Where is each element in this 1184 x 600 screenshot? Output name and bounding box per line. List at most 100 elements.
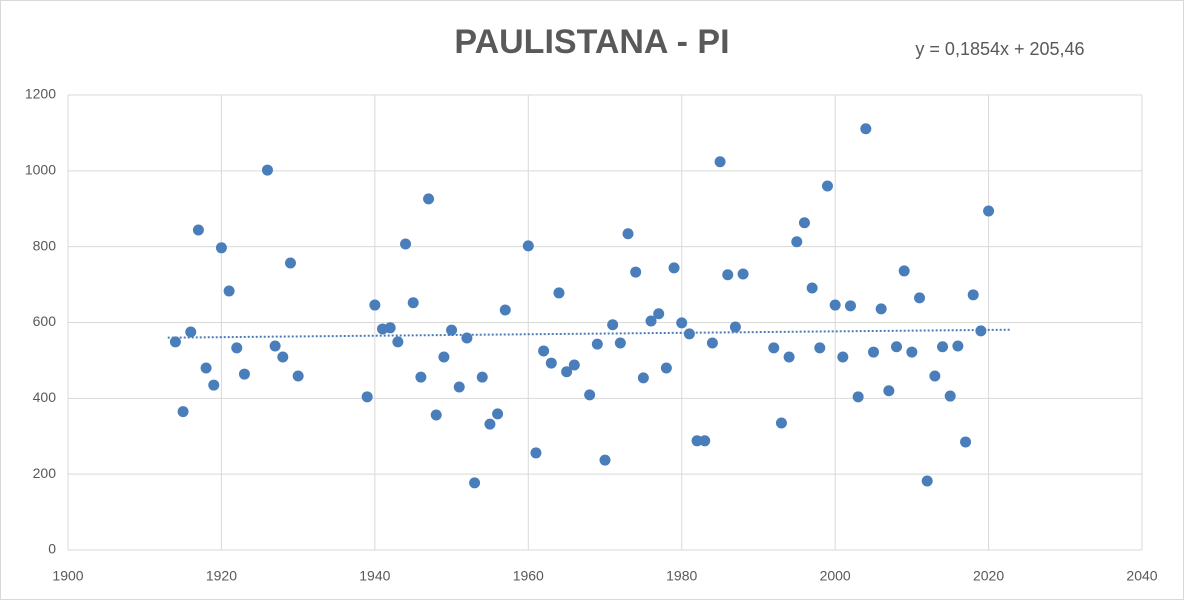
point: [676, 317, 688, 329]
point: [737, 268, 749, 280]
point: [469, 477, 481, 489]
point: [185, 326, 197, 338]
point: [929, 370, 941, 382]
point: [806, 282, 818, 294]
point: [384, 322, 396, 334]
point: [200, 362, 212, 374]
point: [438, 351, 450, 363]
x-tick-label: 1900: [52, 568, 83, 584]
y-tick-label: 800: [33, 237, 57, 253]
point: [284, 257, 296, 269]
point: [914, 292, 926, 304]
point: [714, 156, 726, 168]
y-tick-label: 1200: [25, 86, 56, 102]
point: [369, 299, 381, 311]
y-tick-label: 1000: [25, 162, 56, 178]
point: [261, 164, 273, 176]
trendline: [167, 328, 1012, 339]
point: [607, 319, 619, 331]
point: [177, 406, 189, 418]
point: [967, 289, 979, 301]
point: [960, 436, 972, 448]
point: [484, 418, 496, 430]
point: [591, 338, 603, 350]
point: [729, 321, 741, 333]
point: [492, 408, 504, 420]
x-tick-label: 2040: [1126, 568, 1157, 584]
point: [952, 340, 964, 352]
point: [630, 266, 642, 278]
point: [545, 357, 557, 369]
point: [461, 332, 473, 344]
point: [791, 236, 803, 248]
point: [192, 224, 204, 236]
x-tick-label: 1940: [359, 568, 390, 584]
point: [208, 379, 220, 391]
point: [868, 346, 879, 358]
point: [898, 265, 910, 277]
point: [944, 390, 956, 402]
point: [361, 391, 373, 403]
point: [637, 372, 649, 384]
point: [231, 342, 243, 354]
point: [668, 262, 680, 274]
point: [921, 475, 933, 487]
point: [292, 370, 304, 382]
point: [415, 371, 427, 383]
point: [837, 351, 849, 363]
point: [169, 336, 181, 348]
point: [622, 228, 634, 240]
trend-equation: y = 0,1854x + 205,46: [915, 39, 1084, 59]
x-tick-label: 1980: [666, 568, 697, 584]
point: [768, 342, 780, 354]
point: [238, 368, 250, 380]
point: [530, 447, 542, 459]
point: [852, 391, 864, 403]
point: [400, 238, 412, 250]
y-tick-label: 0: [48, 541, 56, 557]
point: [538, 345, 550, 357]
point: [277, 351, 289, 363]
x-tick-label: 2000: [820, 568, 851, 584]
point: [599, 454, 611, 466]
point: [775, 417, 787, 429]
point: [423, 193, 435, 205]
point: [392, 336, 404, 348]
point: [975, 325, 987, 337]
point: [706, 337, 718, 349]
point: [568, 359, 580, 371]
point: [215, 242, 227, 254]
point: [821, 180, 833, 192]
point: [660, 362, 672, 374]
point: [814, 342, 826, 354]
point: [614, 337, 626, 349]
point: [269, 340, 281, 352]
point: [829, 299, 841, 311]
point: [683, 328, 695, 340]
x-tick-label: 1920: [206, 568, 237, 584]
point: [983, 205, 995, 217]
y-tick-label: 600: [33, 313, 57, 329]
x-tick-label: 1960: [513, 568, 544, 584]
point: [875, 303, 887, 315]
point: [798, 217, 810, 229]
chart-title: PAULISTANA - PI: [454, 23, 729, 61]
point: [937, 341, 949, 353]
y-tick-label: 200: [33, 465, 57, 481]
point: [883, 385, 895, 397]
point: [844, 300, 856, 312]
point: [499, 304, 511, 316]
point: [860, 123, 872, 135]
y-tick-label: 400: [33, 389, 57, 405]
point: [561, 366, 573, 378]
point: [691, 435, 703, 447]
point: [223, 285, 235, 297]
point: [584, 389, 596, 401]
point: [783, 351, 795, 363]
x-tick-label: 2020: [973, 568, 1004, 584]
point: [645, 315, 657, 327]
point: [430, 409, 442, 421]
point: [891, 341, 903, 353]
